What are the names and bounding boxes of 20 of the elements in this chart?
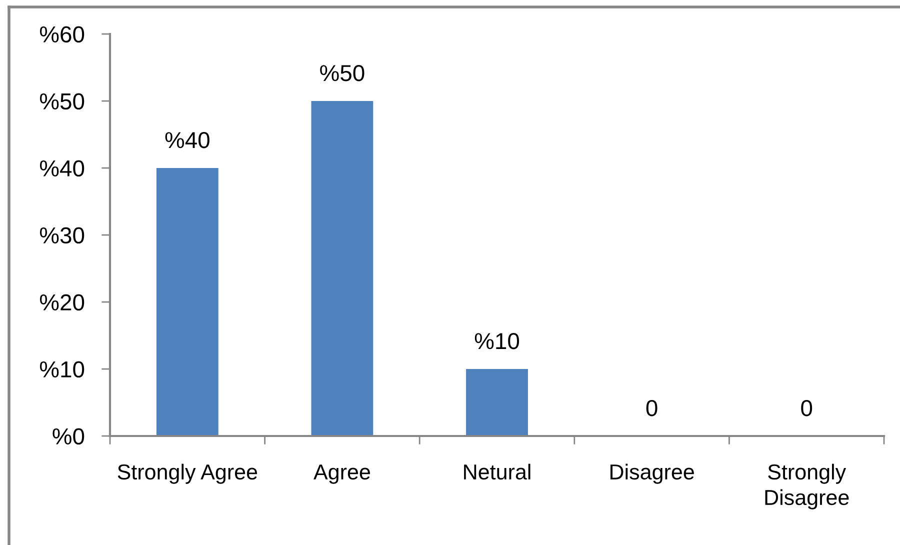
- y-tick-label: %40: [40, 160, 84, 177]
- y-tick-label: %60: [40, 26, 84, 43]
- y-tick-label: %20: [40, 294, 84, 311]
- x-tick-label: Netural: [464, 464, 530, 480]
- data-label: 0: [646, 400, 658, 416]
- data-label: %50: [320, 64, 364, 82]
- y-tick-label: %30: [40, 227, 84, 244]
- bar: [156, 168, 218, 436]
- bar: [466, 369, 528, 436]
- data-label: %40: [165, 132, 210, 148]
- y-tick-label: %0: [52, 428, 84, 445]
- x-tick-label: Disagree: [610, 464, 694, 484]
- x-tick-label: Strongly Disagree: [765, 464, 849, 510]
- y-tick-label: %50: [40, 93, 84, 110]
- data-label: %10: [474, 332, 520, 350]
- x-tick-label: Agree: [314, 464, 370, 484]
- x-tick-label: Strongly Agree: [118, 464, 258, 484]
- y-tick-label: %10: [40, 361, 84, 378]
- bar: [311, 101, 374, 436]
- data-label: 0: [801, 400, 812, 416]
